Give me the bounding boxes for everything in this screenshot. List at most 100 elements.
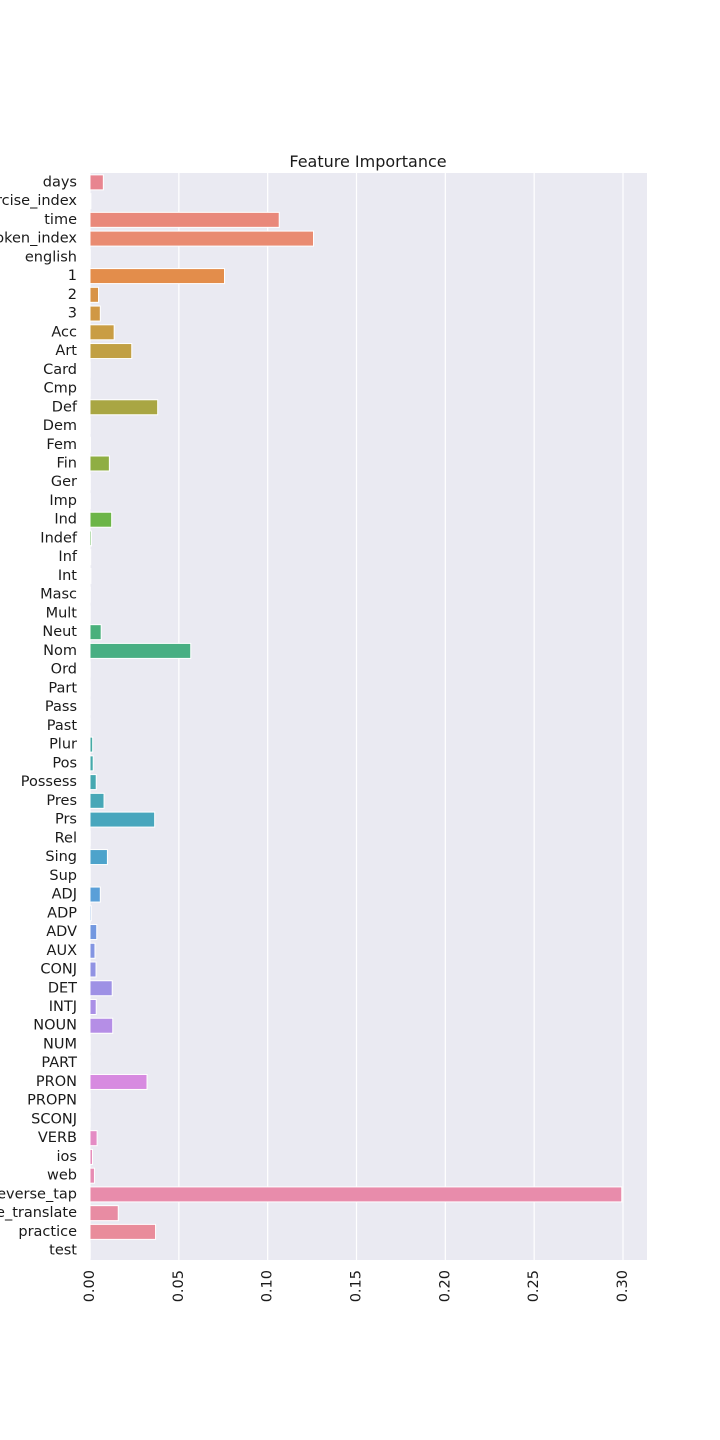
bar-2: [89, 286, 100, 303]
bar-Prs: [89, 811, 156, 828]
x-tick-label: 0.05: [171, 1270, 187, 1302]
category-label: Sup: [49, 868, 77, 884]
category-label: practice: [18, 1224, 77, 1240]
category-label: Sing: [45, 849, 77, 865]
category-label: 3: [68, 306, 77, 322]
bar-1: [89, 268, 225, 285]
category-label: Nom: [43, 643, 77, 659]
category-label: test: [49, 1243, 77, 1259]
category-label: Pos: [52, 755, 77, 771]
bar-days: [89, 174, 104, 191]
category-label: VERB: [38, 1130, 77, 1146]
x-tick-label: 0.10: [260, 1270, 276, 1302]
category-label: ADV: [46, 924, 77, 940]
plot-area: [90, 173, 647, 1260]
category-label: reverse_tap: [0, 1186, 77, 1202]
bar-time: [89, 211, 280, 228]
category-label: SCONJ: [31, 1111, 77, 1127]
bar-Inf: [89, 549, 92, 566]
bar-ADP: [89, 905, 92, 922]
bar-Pos: [89, 755, 94, 772]
category-label: Card: [43, 362, 77, 378]
category-label: Part: [48, 680, 77, 696]
category-label: Pass: [45, 699, 77, 715]
category-label: Masc: [40, 587, 77, 603]
category-label: ios: [57, 1149, 77, 1165]
category-label: Mult: [46, 605, 78, 621]
category-label: english: [25, 249, 77, 265]
bar-ios: [89, 1148, 93, 1165]
bar-Fem: [89, 436, 92, 453]
category-label: Neut: [42, 624, 77, 640]
category-label: days: [43, 174, 77, 190]
bar-DET: [89, 980, 113, 997]
category-label: Ger: [51, 474, 77, 490]
category-label: Fin: [56, 455, 77, 471]
category-label: Cmp: [44, 381, 77, 397]
x-tick-label: 0.25: [526, 1270, 542, 1302]
bar-Neut: [89, 624, 102, 641]
category-label: Art: [55, 343, 77, 359]
x-tick-label: 0.20: [437, 1270, 453, 1302]
bar-Def: [89, 399, 159, 416]
category-label: Dem: [43, 418, 77, 434]
x-tick-labels: 0.00 0.05 0.10 0.15 0.20 0.25 0.30: [82, 1270, 631, 1302]
bars-group: [89, 174, 623, 1259]
category-label: 1: [68, 268, 77, 284]
bar-ADV: [89, 924, 98, 941]
bar-Pres: [89, 792, 105, 809]
category-label: PART: [41, 1055, 77, 1071]
bar-ADJ: [89, 886, 101, 903]
category-label: Indef: [40, 530, 78, 546]
grid-lines: [89, 173, 624, 1260]
bar-Sing: [89, 849, 108, 866]
bar-PRON: [89, 1073, 148, 1090]
category-label: Possess: [21, 774, 77, 790]
bar-Indef: [89, 530, 92, 547]
category-label: ADP: [47, 905, 77, 921]
x-tick-label: 0.30: [615, 1270, 631, 1302]
category-label: Imp: [49, 493, 77, 509]
bar-VERB: [89, 1130, 98, 1147]
category-label: PROPN: [27, 1093, 77, 1109]
chart-title: Feature Importance: [289, 152, 446, 171]
category-label: token_index: [0, 231, 77, 247]
category-label: PRON: [36, 1074, 77, 1090]
bar-Art: [89, 343, 133, 360]
bar-AUX: [89, 942, 96, 959]
bar-exercise_index: [89, 193, 92, 210]
category-label: NUM: [43, 1036, 77, 1052]
category-label: Acc: [51, 324, 77, 340]
bar-Ind: [89, 511, 113, 528]
category-label: Plur: [49, 737, 77, 753]
category-label: exercise_index: [0, 193, 77, 209]
category-label: NOUN: [33, 1018, 77, 1034]
bar-Fin: [89, 455, 110, 472]
category-label: AUX: [47, 943, 78, 959]
bar-Possess: [89, 774, 97, 791]
bar-Nom: [89, 642, 192, 659]
category-label: Def: [52, 399, 78, 415]
x-tick-label: 0.15: [349, 1270, 365, 1302]
category-label: reverse_translate: [0, 1205, 77, 1221]
bar-CONJ: [89, 961, 97, 978]
category-label: Prs: [55, 812, 77, 828]
category-label: time: [44, 212, 77, 228]
bar-3: [89, 305, 101, 322]
category-label: web: [47, 1168, 77, 1184]
bar-reverse_tap: [89, 1186, 623, 1203]
bar-Plur: [89, 736, 94, 753]
bar-INTJ: [89, 998, 97, 1015]
category-label: CONJ: [40, 962, 77, 978]
x-tick-label: 0.00: [82, 1270, 98, 1302]
category-label: Past: [47, 718, 78, 734]
category-label: Rel: [55, 830, 77, 846]
bar-Int: [89, 567, 92, 584]
bar-Acc: [89, 324, 115, 341]
category-label: Pres: [46, 793, 77, 809]
bar-NOUN: [89, 1017, 114, 1034]
category-label: DET: [48, 980, 77, 996]
category-label: Ord: [51, 662, 77, 678]
